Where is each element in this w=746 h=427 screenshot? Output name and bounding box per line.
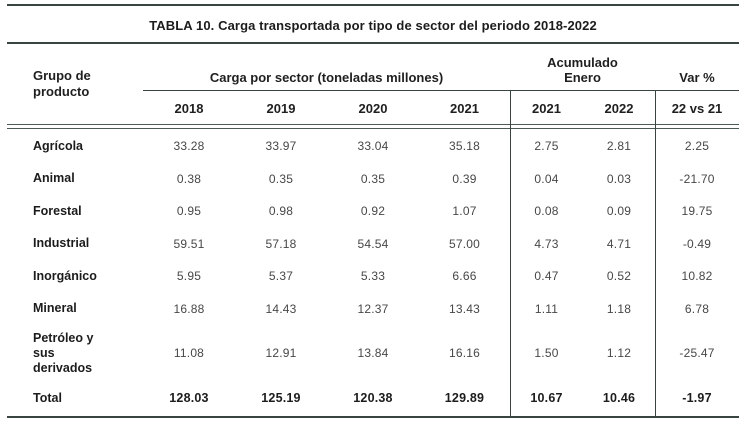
data-cell: -21.70: [679, 171, 715, 186]
data-cell: 129.89: [444, 391, 485, 405]
table-header: Grupo de producto Carga por sector (tone…: [7, 44, 739, 124]
header-product-group: Grupo de producto: [33, 68, 91, 99]
cargo-table: TABLA 10. Carga transportada por tipo de…: [7, 0, 739, 427]
title-divider: [7, 42, 739, 44]
data-cell: 16.16: [448, 346, 481, 360]
header-acumulado-group: Acumulado Enero: [547, 55, 618, 85]
year-carga-2018: 2018: [174, 100, 204, 116]
data-cell: 33.28: [173, 139, 205, 154]
data-cell: 13.43: [448, 301, 481, 316]
data-cell: 33.04: [357, 139, 389, 154]
year-carga-2020: 2020: [358, 100, 388, 116]
row-label: Agrícola: [33, 138, 84, 153]
data-cell: 0.09: [606, 204, 632, 219]
data-cell: 13.84: [357, 346, 389, 360]
column-separator-acumulado: [510, 91, 511, 418]
var-subheader: 22 vs 21: [671, 100, 723, 116]
data-cell: 5.95: [176, 269, 202, 284]
row-label: Mineral: [33, 301, 77, 316]
header-group-row: Carga por sector (toneladas millones) Ac…: [143, 44, 739, 91]
data-cell: 0.35: [360, 171, 386, 186]
year-acum-2022: 2022: [604, 100, 634, 116]
data-cell: 1.50: [534, 346, 559, 360]
data-cell: 10.67: [530, 391, 563, 405]
table-title: TABLA 10. Carga transportada por tipo de…: [149, 17, 597, 33]
table-row-animal: Animal 0.38 0.35 0.35 0.39 0.04 0.03 -21…: [7, 163, 739, 196]
data-cell: 125.19: [261, 391, 301, 405]
data-cell: 0.52: [606, 269, 632, 284]
row-label: Total: [33, 390, 62, 405]
table-row-industrial: Industrial 59.51 57.18 54.54 57.00 4.73 …: [7, 228, 739, 261]
table-row-petroleo: Petróleo y sus derivados 11.08 12.91 13.…: [7, 325, 739, 381]
year-carga-2021: 2021: [450, 100, 479, 116]
subheader-divider: [143, 90, 739, 91]
data-cell: 0.38: [176, 171, 202, 186]
bottom-rule: [7, 416, 739, 418]
row-label: Petróleo y sus derivados: [33, 330, 94, 375]
year-carga-2019: 2019: [266, 100, 296, 116]
data-cell: 19.75: [681, 204, 713, 219]
data-cell: 10.46: [602, 391, 636, 405]
data-cell: 57.18: [265, 236, 297, 251]
table-row-total: Total 128.03 125.19 120.38 129.89 10.67 …: [7, 381, 739, 415]
table-row-mineral: Mineral 16.88 14.43 12.37 13.43 1.11 1.1…: [7, 293, 739, 326]
data-cell: 2.81: [606, 139, 632, 154]
header-var-group: Var %: [679, 70, 715, 85]
data-cell: 16.88: [173, 301, 205, 316]
data-cell: 1.18: [606, 301, 632, 316]
data-cell: 2.75: [534, 139, 559, 154]
data-cell: 59.51: [173, 236, 205, 251]
data-cell: 0.35: [268, 171, 294, 186]
data-cell: 12.91: [265, 346, 297, 360]
table-row-forestal: Forestal 0.95 0.98 0.92 1.07 0.08 0.09 1…: [7, 195, 739, 228]
data-cell: 6.78: [684, 301, 710, 316]
data-cell: 5.37: [268, 269, 294, 284]
header-years-row: 2018 2019 2020 2021 2021 2022 22 vs 21: [143, 92, 739, 124]
row-label: Forestal: [33, 203, 82, 218]
data-cell: 0.08: [534, 204, 559, 219]
data-cell: 1.12: [606, 346, 632, 360]
data-cell: -0.49: [682, 236, 712, 251]
data-cell: 0.03: [606, 171, 632, 186]
row-label: Inorgánico: [33, 268, 97, 283]
top-rule: [7, 4, 739, 6]
data-cell: 10.82: [681, 269, 713, 284]
data-cell: 33.97: [265, 139, 297, 154]
data-cell: -25.47: [679, 346, 715, 360]
data-cell: 0.98: [268, 204, 294, 219]
data-cell: 4.73: [534, 236, 559, 251]
data-cell: 14.43: [265, 301, 297, 316]
data-cell: 35.18: [448, 139, 481, 154]
table-body: Agrícola 33.28 33.97 33.04 35.18 2.75 2.…: [7, 130, 739, 415]
data-cell: 5.33: [360, 269, 386, 284]
year-acum-2021: 2021: [532, 100, 561, 116]
data-cell: 0.47: [534, 269, 559, 284]
data-cell: 120.38: [353, 391, 393, 405]
data-cell: 57.00: [448, 236, 481, 251]
data-cell: 128.03: [169, 391, 209, 405]
data-cell: 0.92: [360, 204, 386, 219]
row-label: Industrial: [33, 236, 90, 251]
data-cell: 12.37: [357, 301, 389, 316]
data-cell: 6.66: [452, 269, 477, 284]
data-cell: -1.97: [682, 391, 712, 405]
data-cell: 11.08: [173, 346, 205, 360]
table-row-agricola: Agrícola 33.28 33.97 33.04 35.18 2.75 2.…: [7, 130, 739, 163]
data-cell: 0.04: [534, 171, 559, 186]
header-body-divider: [7, 124, 739, 129]
data-cell: 0.39: [452, 171, 477, 186]
table-row-inorganico: Inorgánico 5.95 5.37 5.33 6.66 0.47 0.52…: [7, 260, 739, 293]
data-cell: 1.11: [534, 301, 559, 316]
data-cell: 1.07: [452, 204, 477, 219]
data-cell: 0.95: [176, 204, 202, 219]
data-cell: 4.71: [606, 236, 632, 251]
data-cell: 2.25: [684, 139, 710, 154]
row-label: Animal: [33, 171, 75, 186]
column-separator-var: [655, 91, 656, 418]
data-cell: 54.54: [357, 236, 389, 251]
header-carga-group: Carga por sector (toneladas millones): [209, 70, 444, 85]
